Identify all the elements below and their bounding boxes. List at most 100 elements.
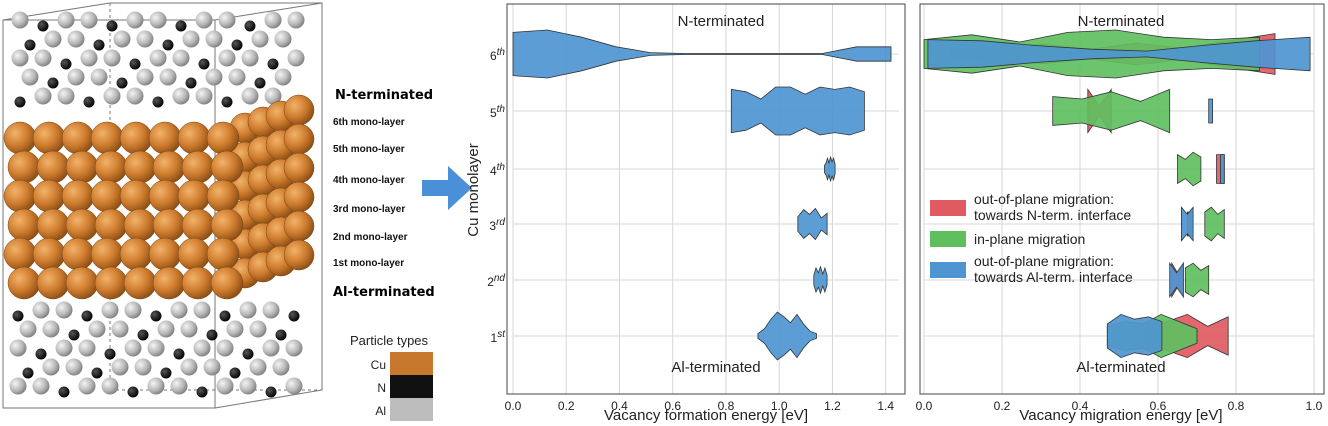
al-atom [111,358,129,376]
al-atom [126,11,144,29]
al-atom [88,320,106,338]
chart1-violins [923,29,1311,359]
al-atom [274,30,292,48]
al-atom [262,301,280,319]
n-atom [37,20,49,32]
n-atom [83,96,95,108]
violin-2nd [1169,261,1184,299]
al-atom [32,301,50,319]
violin-4th [1220,154,1225,184]
al-atom [216,339,234,357]
al-atom [67,30,85,48]
arrow-shape [422,166,472,210]
al-atom [205,30,223,48]
n-atom [229,367,241,379]
al-atom [136,30,154,48]
al-atom [44,30,62,48]
legend-label-al-term: out-of-plane migration: towards Al-term. … [974,253,1133,285]
al-atom [124,301,142,319]
chart1-annotation-top: N-terminated [1078,13,1165,30]
y-tick-label: 6th [490,47,505,64]
al-atom [249,320,267,338]
n-atom [221,96,233,108]
n-atom [198,58,210,70]
violin-2nd [813,265,828,295]
chart0-frame [506,3,906,395]
al-atom [55,301,73,319]
aln-top-atoms [11,11,305,108]
x-tick-label: 0.6 [1150,399,1167,413]
particle-legend: Cu N Al [371,352,433,421]
n-atom [129,58,141,70]
al-atom [241,49,259,67]
x-tick-label: 1.2 [824,399,841,413]
al-atom [101,377,119,395]
violin-3rd [797,207,828,241]
n-atom [219,310,231,322]
legend-label-in-plane: in-plane migration [974,231,1085,247]
n-atom [160,367,172,379]
n-atom [116,77,128,89]
al-atom [203,358,221,376]
al-atom [172,87,190,105]
al-atom [147,339,165,357]
x-tick-label: 0.2 [994,399,1011,413]
legend-swatch-n-term [930,200,966,216]
atomic-structure-panel: N-terminated 6th mono-layer 5th mono-lay… [2,2,435,421]
al-atom [149,49,167,67]
al-atom [241,87,259,105]
chart0-x-axis-title: Vacancy formation energy [eV] [604,407,808,424]
term-bottom-label: Al-terminated [333,285,435,300]
x-tick-label: 1.0 [771,399,788,413]
particle-label-cu: Cu [371,358,386,372]
al-atom [195,87,213,105]
al-atom [9,339,27,357]
n-atom [68,329,80,341]
violin-1st [757,311,817,361]
al-atom [149,11,167,29]
al-atom [34,49,52,67]
particle-label-n: N [377,381,386,395]
legend-label-n-term: out-of-plane migration: towards N-term. i… [974,191,1131,223]
layer-label-3: 3rd mono-layer [333,204,405,215]
n-atom [127,386,139,398]
n-atom [175,20,187,32]
n-atom [265,386,277,398]
al-atom [21,68,39,86]
al-atom [103,87,121,105]
n-atom [81,310,93,322]
chart1-legend: out-of-plane migration: towards N-term. i… [930,191,1133,285]
chart0-y-ticks: 1st 2nd 3rd 4th 5th 6th [487,47,506,346]
particle-label-al: Al [375,404,386,418]
violin-5th [730,86,865,136]
n-atom [91,367,103,379]
chart0-annotation-top: N-terminated [678,13,765,30]
al-atom [55,339,73,357]
chart0-violins [512,29,892,361]
violin-3rd [1204,206,1225,242]
n-atom [93,39,105,51]
al-atom [262,339,280,357]
x-tick-label: 0.2 [558,399,575,413]
al-atom [136,68,154,86]
al-atom [11,11,29,29]
al-atom [65,358,83,376]
al-atom [251,30,269,48]
al-atom [272,358,290,376]
y-tick-label: 4th [490,162,505,179]
al-atom [205,68,223,86]
al-atom [80,49,98,67]
al-atom [9,377,27,395]
n-atom [173,348,185,360]
al-atom [218,49,236,67]
right-arrow-icon [422,166,472,210]
layer-label-5: 5th mono-layer [333,144,405,155]
n-atom [288,310,300,322]
al-atom [287,11,305,29]
al-atom [170,301,188,319]
cu-slab-atoms [3,94,315,300]
al-atom [134,358,152,376]
layer-label-6: 6th mono-layer [333,117,405,128]
al-atom [264,11,282,29]
